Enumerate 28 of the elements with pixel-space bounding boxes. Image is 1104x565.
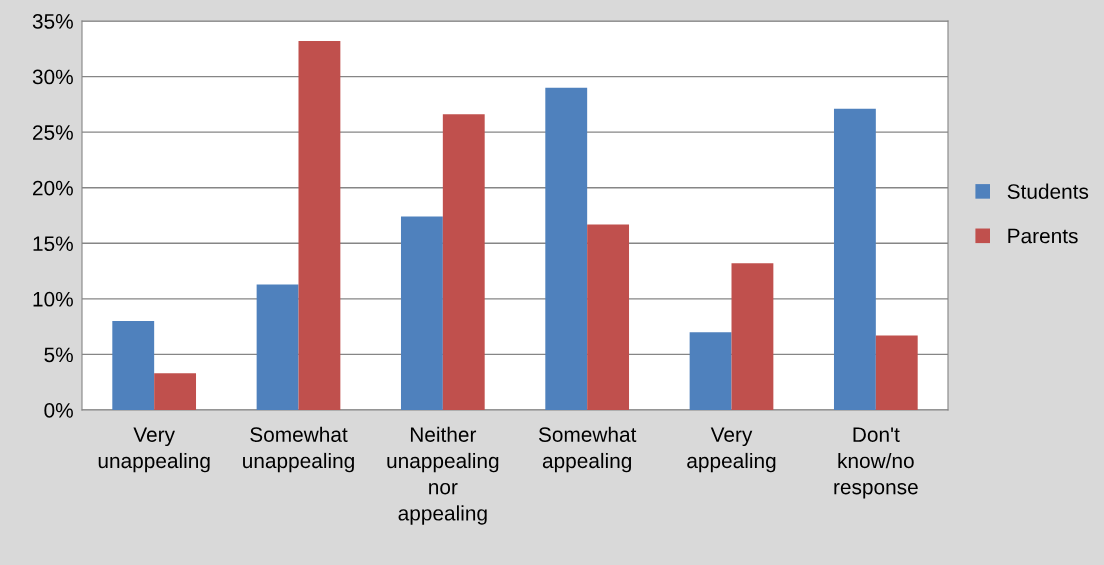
y-tick-label: 25% [33,125,73,140]
bar [545,87,588,410]
y-tick-label: 10% [33,291,73,307]
bar [689,332,732,410]
bar [112,321,155,410]
bar [587,224,630,410]
y-tick-label: 5% [44,347,73,363]
bar [154,373,197,410]
bar [256,284,299,410]
y-tick-label: 0% [44,403,73,418]
x-tick-label: Don't know/no response [834,427,918,499]
y-tick-label: 20% [33,180,73,196]
bar [875,335,918,410]
y-tick-label: 15% [33,236,73,252]
x-tick-label: Somewhat appealing [538,426,637,473]
x-tick-label: Very unappealing [98,427,210,473]
bar [833,108,876,410]
x-tick-label: Very appealing [687,427,776,473]
y-tick-label: 30% [32,69,73,85]
bar [442,114,485,410]
y-tick-label: 35% [32,14,73,29]
x-tick-label: Somewhat unappealing [243,426,354,473]
bar [400,216,443,410]
bar [731,263,774,410]
legend-label: Parents [1008,228,1078,244]
x-tick-label: Neither unappealing nor appealing [387,426,499,525]
bar [298,41,341,410]
legend-label: Students [1007,183,1089,199]
